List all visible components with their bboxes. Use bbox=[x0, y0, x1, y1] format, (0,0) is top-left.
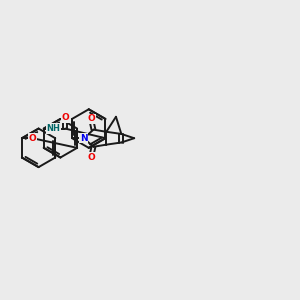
Text: NH: NH bbox=[46, 124, 60, 133]
Text: O: O bbox=[29, 134, 37, 143]
Text: N: N bbox=[80, 134, 88, 143]
Text: O: O bbox=[87, 153, 95, 162]
Text: O: O bbox=[61, 113, 69, 122]
Text: O: O bbox=[87, 114, 95, 123]
